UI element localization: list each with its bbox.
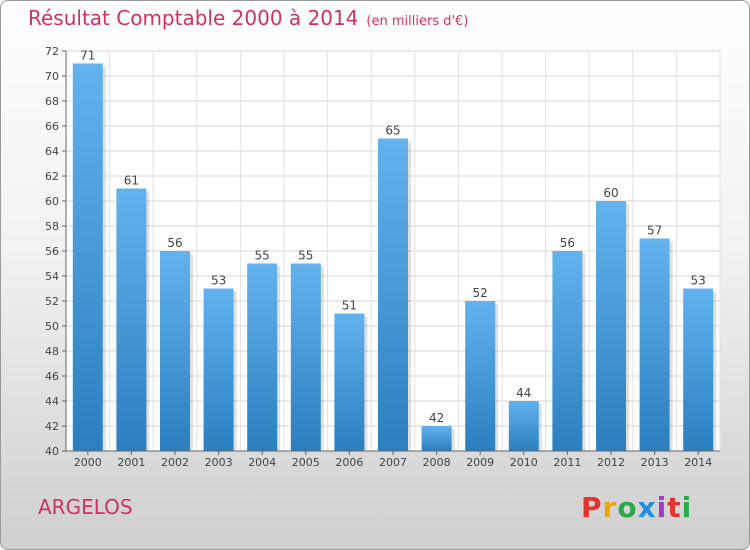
bar <box>508 401 539 451</box>
chart-unit: (en milliers d'€) <box>366 14 469 29</box>
y-tick-label: 46 <box>45 370 59 383</box>
bar-value-label: 55 <box>255 249 270 263</box>
bar <box>552 251 583 451</box>
y-tick-label: 66 <box>45 120 59 133</box>
bar <box>247 263 278 451</box>
bar <box>72 63 103 451</box>
x-tick-label: 2014 <box>684 456 712 469</box>
bar-value-label: 53 <box>211 274 226 288</box>
y-tick-label: 40 <box>45 445 59 458</box>
y-tick-label: 58 <box>45 220 59 233</box>
y-tick-label: 62 <box>45 170 59 183</box>
bar <box>596 201 626 451</box>
bar <box>378 138 408 451</box>
logo-letter: P <box>581 491 603 524</box>
x-tick-label: 2012 <box>597 456 625 469</box>
bar-value-label: 52 <box>473 286 488 300</box>
y-tick-label: 68 <box>45 95 59 108</box>
y-tick-label: 52 <box>45 295 59 308</box>
y-tick-label: 72 <box>45 45 59 58</box>
bar-value-label: 56 <box>167 236 182 250</box>
logo-letter: x <box>637 491 657 524</box>
x-tick-label: 2010 <box>510 456 538 469</box>
proxiti-logo: Proxiti <box>581 491 692 524</box>
x-tick-label: 2008 <box>423 456 451 469</box>
bar-value-label: 56 <box>560 236 575 250</box>
bar-value-label: 55 <box>298 249 313 263</box>
bar-value-label: 44 <box>516 386 531 400</box>
logo-letter: o <box>617 491 638 524</box>
y-tick-label: 64 <box>45 145 59 158</box>
bar-value-label: 51 <box>342 299 357 313</box>
bar <box>465 301 496 451</box>
x-tick-label: 2001 <box>117 456 145 469</box>
x-tick-label: 2006 <box>335 456 363 469</box>
bar <box>160 251 190 451</box>
bar <box>334 313 365 451</box>
bar <box>683 288 714 451</box>
commune-name: ARGELOS <box>38 495 133 519</box>
bar-value-label: 60 <box>603 186 618 200</box>
y-tick-label: 54 <box>45 270 59 283</box>
bar <box>116 188 147 451</box>
x-tick-label: 2011 <box>553 456 581 469</box>
y-tick-label: 50 <box>45 320 59 333</box>
y-tick-label: 56 <box>45 245 59 258</box>
bar <box>203 288 234 451</box>
bar-value-label: 65 <box>385 124 400 138</box>
bar <box>290 263 321 451</box>
y-tick-label: 42 <box>45 420 59 433</box>
x-tick-label: 2000 <box>74 456 102 469</box>
chart-title-text: Résultat Comptable 2000 à 2014 <box>28 6 359 30</box>
x-tick-label: 2004 <box>248 456 276 469</box>
chart-title: Résultat Comptable 2000 à 2014 (en millie… <box>28 6 468 30</box>
bar-value-label: 71 <box>80 49 95 63</box>
x-tick-label: 2002 <box>161 456 189 469</box>
bar <box>421 426 452 451</box>
logo-letter: t <box>667 491 682 524</box>
bar-value-label: 42 <box>429 411 444 425</box>
y-tick-label: 44 <box>45 395 59 408</box>
x-tick-label: 2013 <box>641 456 669 469</box>
bar-value-label: 57 <box>647 224 662 238</box>
y-tick-label: 70 <box>45 70 59 83</box>
x-tick-label: 2007 <box>379 456 407 469</box>
x-tick-label: 2003 <box>205 456 233 469</box>
bar-value-label: 61 <box>124 174 139 188</box>
y-tick-label: 48 <box>45 345 59 358</box>
logo-letter: i <box>656 491 668 524</box>
logo-letter: i <box>681 491 693 524</box>
logo-letter: r <box>602 491 618 524</box>
bar-value-label: 53 <box>691 274 706 288</box>
bar <box>639 238 670 451</box>
x-tick-label: 2009 <box>466 456 494 469</box>
y-tick-label: 60 <box>45 195 59 208</box>
x-tick-label: 2005 <box>292 456 320 469</box>
